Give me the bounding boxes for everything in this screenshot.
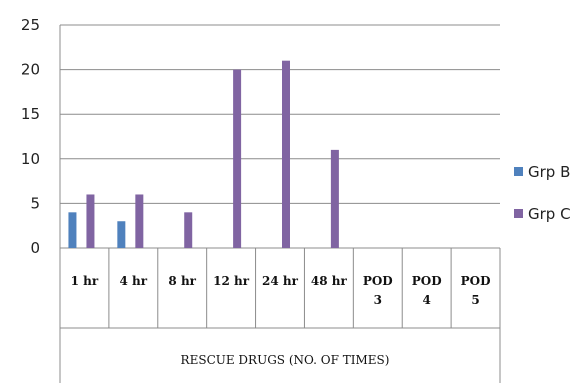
x-category-label: POD 3 [363,274,393,307]
x-category-label: 8 hr [168,274,196,288]
x-category-label: 48 hr [311,274,348,288]
y-tick-label: 10 [21,150,40,168]
gridlines [60,24,500,249]
y-tick-labels: 0 5 10 15 20 25 [21,16,40,257]
legend-swatch [514,167,523,176]
y-tick-label: 15 [21,105,40,123]
x-category-label: 12 hr [213,274,250,288]
bar-grp-c [86,194,95,248]
x-category-label: 4 hr [120,274,148,288]
legend: Grp B Grp C [514,163,570,223]
x-category-label: 24 hr [262,274,299,288]
legend-label: Grp B [528,163,570,181]
bar-grp-c [233,69,242,248]
bar-grp-c [184,212,193,248]
bar-grp-c [330,149,339,248]
bar-grp-c [135,194,144,248]
x-category-label: 1 hr [71,274,99,288]
bar-grp-c [282,60,290,249]
x-category-label: POD 4 [412,274,442,307]
bar-grp-b [68,212,77,248]
y-tick-label: 5 [30,194,40,212]
y-tick-label: 25 [21,16,40,34]
x-category-labels: 1 hr 4 hr 8 hr 12 hr 24 hr 48 hr POD 3 POD 4 POD 5 [71,274,491,307]
x-category-label: POD 5 [461,274,491,307]
bar-grp-b [117,221,126,248]
legend-swatch [514,209,523,218]
y-tick-label: 20 [21,61,40,79]
category-table [59,25,501,383]
x-axis-label: RESCUE DRUGS (NO. OF TIMES) [181,353,390,367]
y-tick-label: 0 [30,239,40,257]
legend-label: Grp C [528,205,570,223]
bars [68,60,339,249]
